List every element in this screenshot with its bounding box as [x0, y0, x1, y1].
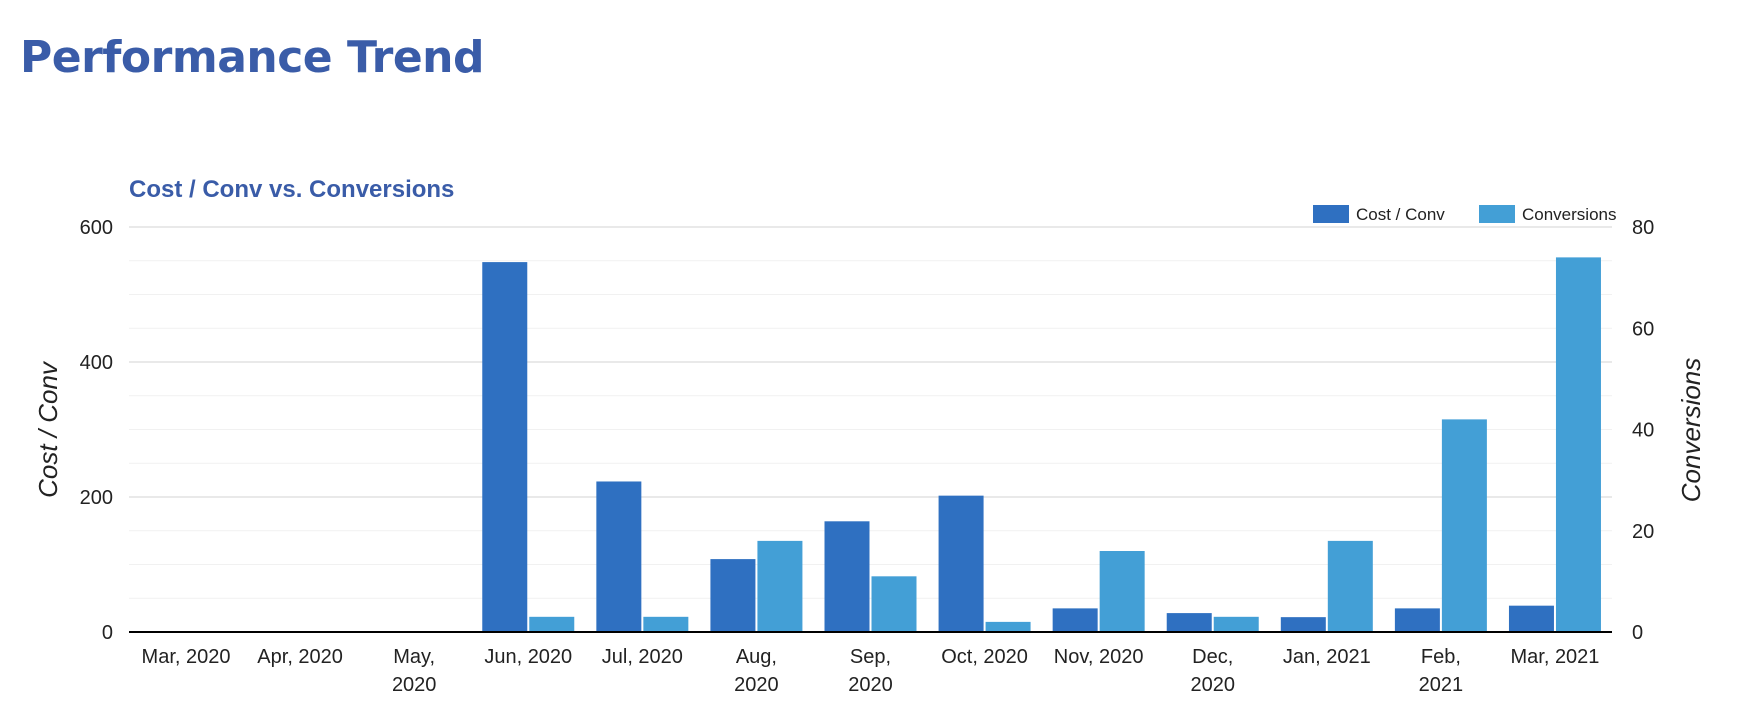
- legend-label-conversions: Conversions: [1522, 205, 1617, 224]
- bar-cost-per-conv: [1166, 613, 1212, 632]
- left-axis-tick-label: 200: [80, 487, 113, 509]
- bar-cost-per-conv: [938, 495, 984, 632]
- right-axis-tick-label: 80: [1632, 217, 1654, 239]
- legend-swatch-cost-per-conv: [1313, 205, 1349, 223]
- bar-conversions: [643, 616, 689, 632]
- right-axis-tick-label: 40: [1632, 420, 1654, 442]
- gridlines: [129, 226, 1612, 599]
- bar-cost-per-conv: [1394, 608, 1440, 632]
- bar-cost-per-conv: [482, 262, 528, 632]
- x-axis-tick-label: Nov, 2020: [1054, 646, 1144, 668]
- bar-cost-per-conv: [1508, 605, 1554, 632]
- bar-cost-per-conv: [824, 521, 870, 632]
- legend-swatch-conversions: [1479, 205, 1515, 223]
- x-axis-tick-label: Feb, 2021: [1419, 646, 1464, 696]
- x-axis-tick-label: Jun, 2020: [484, 646, 572, 668]
- x-axis-tick-label: Mar, 2020: [142, 646, 231, 668]
- bar-cost-per-conv: [1052, 608, 1098, 632]
- legend-label-cost-per-conv: Cost / Conv: [1356, 205, 1445, 224]
- chart-title: Cost / Conv vs. Conversions: [129, 176, 454, 203]
- bar-conversions: [871, 576, 917, 632]
- x-axis-tick-label: Oct, 2020: [941, 646, 1028, 668]
- bars: [482, 257, 1601, 632]
- left-axis-tick-label: 0: [102, 622, 113, 644]
- right-axis-ticks: 80 60 40 20 0: [1632, 217, 1654, 644]
- x-axis-tick-label: Jul, 2020: [602, 646, 683, 668]
- bar-conversions: [1441, 419, 1487, 632]
- x-axis-ticks: Mar, 2020 Apr, 2020 May, 2020 Jun, 2020 Jul, …: [142, 646, 1600, 696]
- x-axis-tick-label: Sep, 2020: [848, 646, 893, 696]
- chart-legend: Cost / Conv Conversions: [1313, 205, 1617, 224]
- x-axis-tick-label: Aug, 2020: [734, 646, 779, 696]
- bar-cost-per-conv: [710, 559, 756, 632]
- right-axis-tick-label: 0: [1632, 622, 1643, 644]
- left-axis-ticks: 600 400 200 0: [80, 217, 113, 644]
- bar-cost-per-conv: [596, 481, 642, 632]
- right-axis-tick-label: 60: [1632, 318, 1654, 340]
- x-axis-tick-label: Dec, 2020: [1190, 646, 1235, 696]
- x-axis-tick-label: May, 2020: [392, 646, 437, 696]
- left-axis-title: Cost / Conv: [33, 360, 63, 498]
- left-axis-tick-label: 400: [80, 352, 113, 374]
- x-axis-tick-label: Mar, 2021: [1510, 646, 1599, 668]
- x-axis-tick-label: Jan, 2021: [1283, 646, 1371, 668]
- bar-conversions: [529, 616, 575, 632]
- bar-conversions: [985, 621, 1031, 632]
- bar-cost-per-conv: [1280, 617, 1326, 632]
- left-axis-tick-label: 600: [80, 217, 113, 239]
- bar-conversions: [1327, 540, 1373, 632]
- page-title: Performance Trend: [20, 32, 485, 83]
- bar-conversions: [1555, 257, 1601, 632]
- x-axis-tick-label: Apr, 2020: [257, 646, 343, 668]
- bar-conversions: [1099, 551, 1145, 632]
- bar-conversions: [757, 540, 803, 632]
- bar-conversions: [1213, 616, 1259, 632]
- right-axis-title: Conversions: [1676, 358, 1706, 503]
- right-axis-tick-label: 20: [1632, 521, 1654, 543]
